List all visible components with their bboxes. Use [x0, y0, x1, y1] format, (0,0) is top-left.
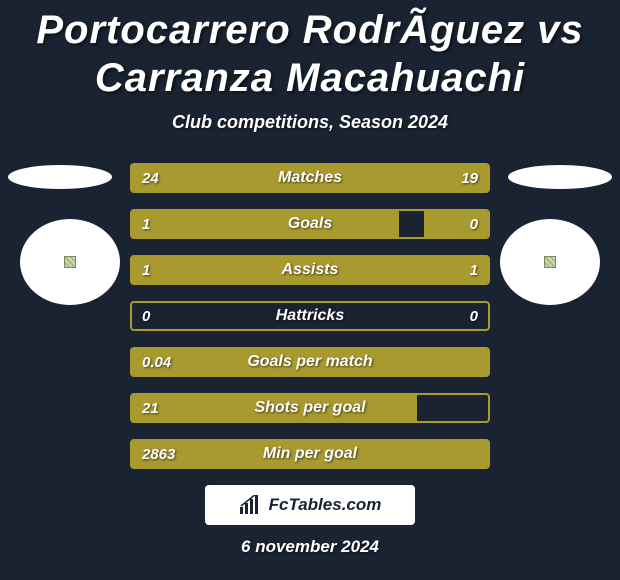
- placeholder-icon: [64, 256, 76, 268]
- stat-row: 2419Matches: [130, 163, 490, 193]
- stat-label: Goals: [132, 211, 488, 237]
- chart-icon: [239, 495, 261, 515]
- stat-label: Matches: [132, 165, 488, 191]
- stat-row: 00Hattricks: [130, 301, 490, 331]
- placeholder-icon: [544, 256, 556, 268]
- footer-date: 6 november 2024: [0, 537, 620, 557]
- stat-label: Hattricks: [132, 303, 488, 329]
- comparison-area: 2419Matches 10Goals 11Assists 00Hattricks 0.…: [0, 163, 620, 557]
- stat-bars: 2419Matches 10Goals 11Assists 00Hattricks 0.…: [130, 163, 490, 469]
- source-badge-text: FcTables.com: [269, 495, 382, 515]
- subtitle: Club competitions, Season 2024: [0, 112, 620, 133]
- stat-row: 10Goals: [130, 209, 490, 239]
- player-right-avatar: [500, 219, 600, 305]
- stat-label: Goals per match: [132, 349, 488, 375]
- stat-label: Shots per goal: [132, 395, 488, 421]
- source-badge: FcTables.com: [205, 485, 415, 525]
- stat-row: 11Assists: [130, 255, 490, 285]
- page-title: Portocarrero RodrÃguez vs Carranza Macah…: [0, 0, 620, 102]
- player-right-ellipse: [508, 165, 612, 189]
- stat-label: Assists: [132, 257, 488, 283]
- player-left-avatar: [20, 219, 120, 305]
- player-left-ellipse: [8, 165, 112, 189]
- stat-row: 21Shots per goal: [130, 393, 490, 423]
- stat-label: Min per goal: [132, 441, 488, 467]
- stat-row: 2863Min per goal: [130, 439, 490, 469]
- stat-row: 0.04Goals per match: [130, 347, 490, 377]
